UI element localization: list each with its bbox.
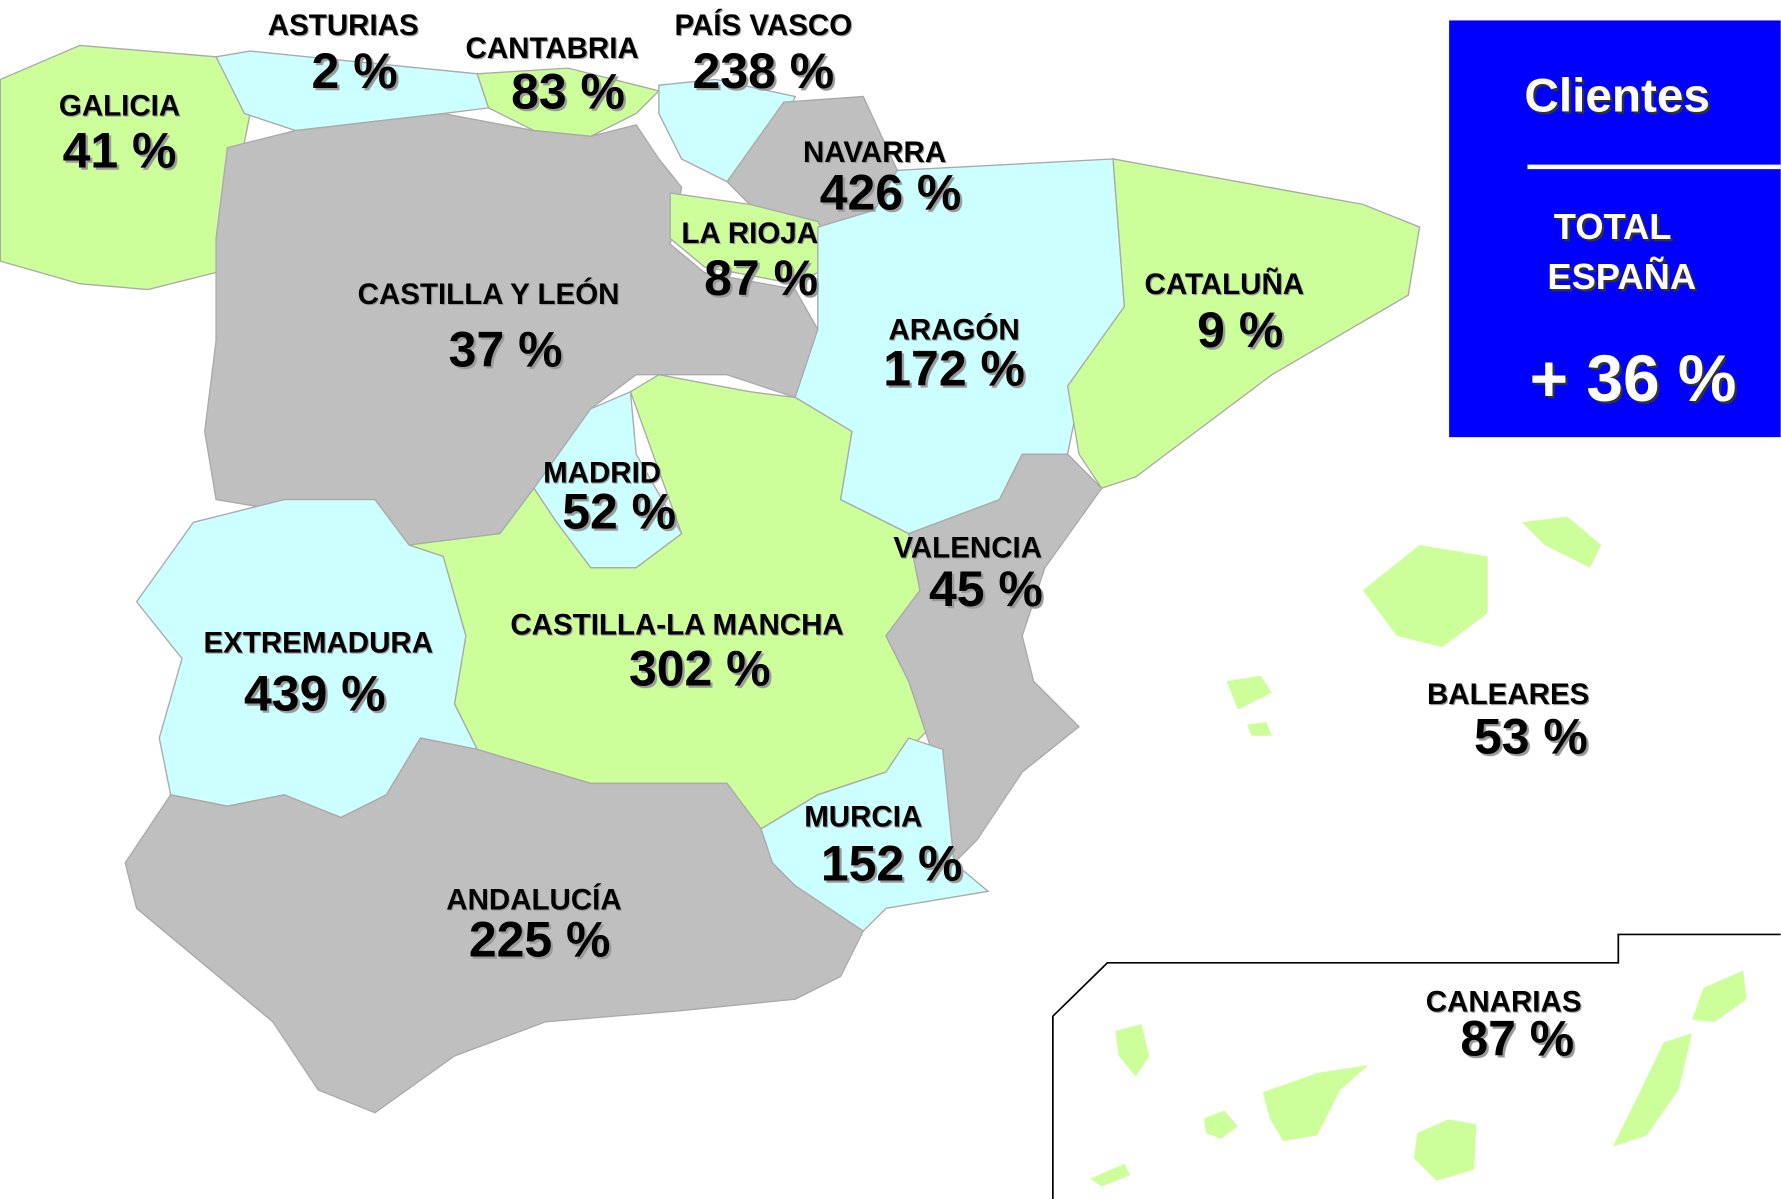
region-value: 83 %	[511, 64, 625, 120]
region-name: ARAGÓN	[888, 312, 1019, 346]
murcia-shape	[760, 737, 990, 932]
region-value: 45 %	[929, 561, 1043, 617]
region-name: VALENCIA	[893, 531, 1042, 564]
gomera-shape	[1203, 1110, 1238, 1139]
region-value: 41 %	[63, 123, 177, 179]
legend-box	[1449, 20, 1781, 438]
cantabria-shape	[476, 67, 661, 137]
region-value: 439 %	[244, 665, 386, 721]
region-value: 52 %	[562, 484, 676, 540]
region-value: 426 %	[820, 165, 962, 221]
region-value: 9 %	[1197, 302, 1283, 358]
region-value: 2 %	[312, 43, 398, 99]
region-name: CATALUÑA	[1145, 267, 1305, 301]
region-name: MURCIA	[804, 800, 922, 833]
fuerteventura-shape	[1612, 1033, 1693, 1147]
legend-total-label: ESPAÑA	[1547, 255, 1696, 297]
region-name: CASTILLA-LA MANCHA	[510, 609, 843, 642]
region-name: CASTILLA Y LEÓN	[358, 277, 620, 311]
region-value: 87 %	[1460, 1011, 1574, 1067]
legend-total-label: TOTAL	[1554, 206, 1672, 247]
asturias-shape	[215, 50, 490, 132]
lapalma-shape	[1115, 1024, 1150, 1077]
region-name: EXTREMADURA	[203, 627, 433, 660]
grancanaria-shape	[1413, 1119, 1477, 1181]
region-name: GALICIA	[59, 90, 180, 123]
region-value: 37 %	[449, 321, 563, 377]
region-name: CANTABRIA	[466, 32, 639, 65]
region-value: 238 %	[693, 43, 835, 99]
hierro-shape	[1090, 1163, 1131, 1187]
region-value: 172 %	[883, 341, 1025, 397]
region-value: 53 %	[1474, 708, 1588, 764]
cataluna-shape	[1066, 158, 1421, 490]
formentera-shape	[1247, 722, 1272, 736]
lanzarote-shape	[1692, 970, 1747, 1022]
ibiza-shape	[1226, 675, 1272, 710]
canarias-frame	[1052, 933, 1781, 1199]
region-name: ANDALUCÍA	[446, 882, 621, 916]
tenerife-shape	[1262, 1065, 1369, 1142]
regions	[0, 44, 1781, 1199]
menorca-shape	[1521, 516, 1602, 568]
region-value: 302 %	[629, 640, 771, 696]
region-name: LA RIOJA	[681, 217, 818, 250]
region-name: MADRID	[543, 456, 661, 489]
region-value: 225 %	[469, 912, 611, 968]
castilla-y-leon-shape	[204, 112, 819, 546]
mallorca-shape	[1362, 545, 1488, 648]
madrid-shape	[533, 390, 683, 569]
legend-title: Clientes	[1524, 69, 1709, 122]
region-value: 152 %	[821, 836, 963, 892]
legend-total-value: + 36 %	[1530, 341, 1737, 415]
region-name: PAÍS VASCO	[674, 8, 852, 42]
region-name: BALEARES	[1427, 678, 1589, 711]
region-name: CANARIAS	[1426, 986, 1582, 1019]
region-value: 87 %	[704, 250, 818, 306]
region-name: NAVARRA	[803, 136, 946, 169]
region-name: ASTURIAS	[268, 9, 419, 42]
